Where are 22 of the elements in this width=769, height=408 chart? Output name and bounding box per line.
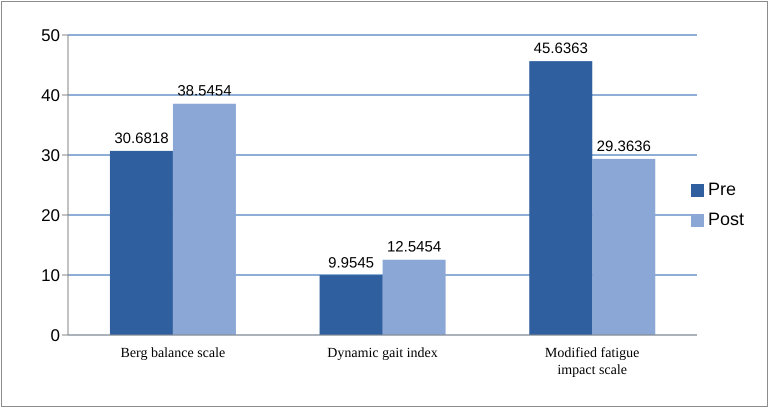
bar [320, 275, 383, 335]
bar [592, 158, 656, 335]
y-tick-label: 30 [41, 146, 60, 166]
data-label: 29.3636 [596, 138, 651, 155]
bar [172, 104, 236, 335]
x-tick-label: Modified fatigue impact scale [544, 346, 640, 378]
y-tick-label: 10 [41, 266, 60, 286]
x-tick-label: Dynamic gait index [327, 346, 438, 361]
x-tick-label: Berg balance scale [120, 346, 226, 361]
y-tick-label: 0 [50, 326, 60, 346]
legend-label: Pre [708, 179, 736, 199]
data-label: 30.6818 [114, 130, 169, 147]
data-label: 45.6363 [534, 40, 588, 58]
y-tick-label: 20 [41, 206, 60, 226]
bar [382, 260, 446, 335]
y-tick-label: 40 [41, 86, 60, 106]
bar [110, 150, 173, 335]
y-tick-label: 50 [41, 26, 60, 46]
bar [529, 61, 592, 335]
data-label: 9.9545 [328, 254, 374, 272]
legend-label: Post [708, 209, 744, 229]
data-label: 12.5454 [386, 238, 442, 256]
